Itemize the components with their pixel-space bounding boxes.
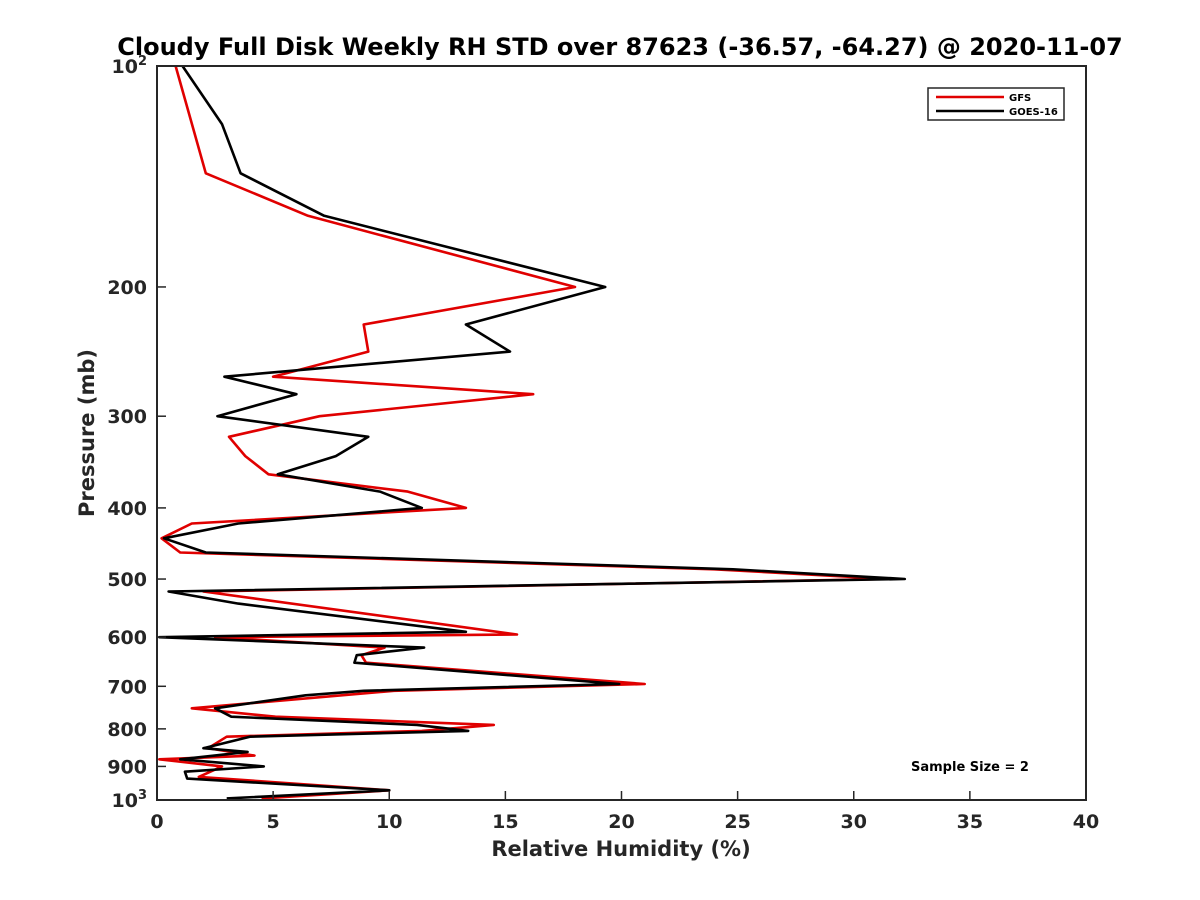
y-tick-label: 800 xyxy=(107,719,147,741)
x-tick-label: 30 xyxy=(841,811,867,833)
y-tick-label: 700 xyxy=(107,676,147,698)
y-tick-label: 300 xyxy=(107,406,147,428)
legend: GFS GOES-16 xyxy=(927,87,1065,121)
y-tick-label: 200 xyxy=(107,277,147,299)
y-tick-label: 400 xyxy=(107,498,147,520)
axes-frame xyxy=(156,65,1087,801)
legend-label-goes16: GOES-16 xyxy=(1009,107,1058,118)
ticks-layer: 0 5 10 15 20 25 30 35 40 102 200 300 400 500 600 700 800… xyxy=(107,54,1099,833)
y-tick-label: 900 xyxy=(107,756,147,778)
chart-title: Cloudy Full Disk Weekly RH STD over 8762… xyxy=(117,33,1123,61)
x-tick-label: 35 xyxy=(957,811,983,833)
x-tick-label: 20 xyxy=(608,811,634,833)
x-tick-label: 5 xyxy=(267,811,280,833)
x-tick-label: 0 xyxy=(150,811,163,833)
y-tick-label: 600 xyxy=(107,627,147,649)
x-tick-label: 40 xyxy=(1073,811,1099,833)
legend-box xyxy=(927,87,1065,121)
series-line-gfs xyxy=(158,65,890,800)
x-tick-label: 10 xyxy=(376,811,402,833)
series-line-goes16 xyxy=(158,65,907,800)
series-layer xyxy=(158,65,907,800)
x-axis-label: Relative Humidity (%) xyxy=(491,837,750,861)
legend-label-gfs: GFS xyxy=(1009,93,1031,104)
sample-size-annotation: Sample Size = 2 xyxy=(911,760,1029,775)
y-tick-label: 102 xyxy=(112,54,148,78)
y-tick-label: 500 xyxy=(107,569,147,591)
x-tick-label: 25 xyxy=(724,811,750,833)
y-axis-label: Pressure (mb) xyxy=(75,349,99,517)
y-tick-label: 103 xyxy=(112,788,148,812)
x-tick-label: 15 xyxy=(492,811,518,833)
